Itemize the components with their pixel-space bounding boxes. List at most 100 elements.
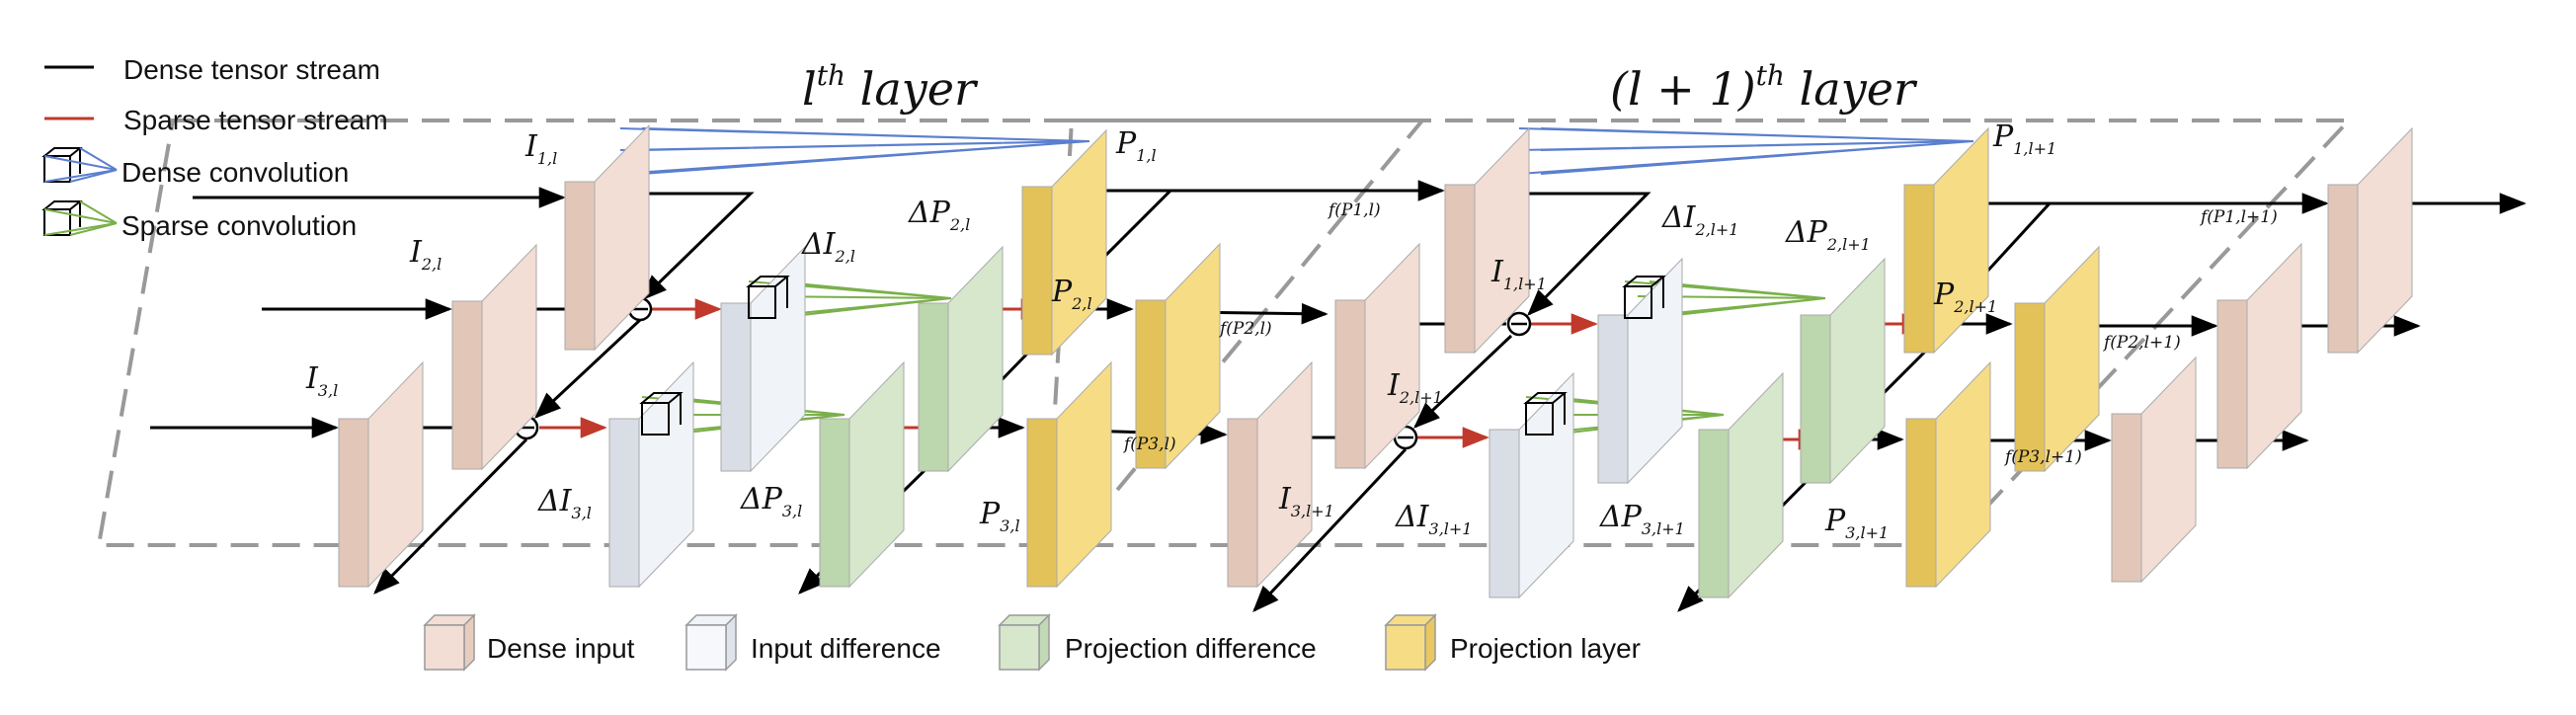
block-P3l1-edge (1905, 418, 1937, 588)
label-dI3l: ΔI3,l (537, 484, 592, 522)
label-dP2l: ΔP2,l (908, 196, 970, 234)
block-P2l (1135, 242, 1221, 470)
block-P3l-edge (1026, 418, 1058, 588)
block-I1l1 (1444, 126, 1530, 355)
block-P3l1-face (1935, 360, 1991, 589)
block-dP2l (918, 245, 1004, 473)
label-P3l: P3,l (979, 497, 1020, 535)
block-P1l-edge (1021, 186, 1053, 356)
block-out3 (2111, 356, 2197, 584)
block-out1-edge (2327, 184, 2359, 354)
sparse-conv-label: Sparse convolution (121, 210, 357, 241)
block-dI2l-face (750, 245, 806, 473)
block-dP3l-edge (819, 418, 850, 588)
block-dP3l-face (848, 360, 905, 589)
block-P2l-edge (1135, 299, 1167, 469)
func-fP3l: f(P3,l) (1122, 435, 1176, 454)
label-I2l: I2,l (409, 235, 442, 274)
block-dI3l1 (1489, 371, 1574, 599)
block-I3l1 (1227, 360, 1313, 589)
dense-conv-icon (41, 147, 118, 183)
block-I2l-edge (451, 300, 483, 470)
block-dI2l1 (1597, 257, 1683, 485)
block-out1 (2327, 126, 2413, 355)
layer-l1-boundary (1044, 119, 2354, 547)
block-P1l (1021, 128, 1107, 357)
label-I1l: I1,l (524, 129, 557, 168)
kernel-cubes (639, 276, 1666, 436)
input-difference-swatch (684, 613, 738, 672)
kernel-cube-3l1 (1523, 392, 1568, 436)
label-dP3l: ΔP3,l (740, 482, 802, 520)
layer-l-title: lth layer (802, 59, 979, 116)
label-P2l1: P2,l+1 (1933, 278, 1997, 316)
projection-difference-swatch (998, 613, 1051, 672)
dense-input-swatch (423, 613, 476, 672)
block-I3l (338, 360, 424, 589)
label-I3l: I3,l (305, 361, 338, 400)
sparse-stream-label: Sparse tensor stream (123, 105, 388, 135)
block-I3l1-edge (1227, 418, 1258, 588)
block-P1l1-face (1933, 126, 1989, 355)
block-I2l (451, 243, 537, 471)
func-fP1l: f(P1,l) (1327, 200, 1381, 220)
block-dI2l1-face (1627, 257, 1683, 485)
func-fP3l1: f(P3,l+1) (2003, 447, 2082, 467)
block-I2l1-edge (1334, 299, 1366, 469)
label-dI2l1: ΔI2,l+1 (1661, 200, 1738, 239)
kernel-cube-3l (639, 392, 684, 436)
block-dI3l-edge (608, 418, 640, 588)
block-dI2l1-edge (1597, 314, 1629, 484)
block-I3l1-face (1256, 360, 1313, 589)
block-dP2l1-edge (1800, 314, 1831, 484)
dense-stream-label: Dense tensor stream (123, 54, 380, 85)
block-dP3l (819, 360, 905, 589)
block-dI2l-edge (720, 302, 752, 472)
block-I1l (564, 123, 650, 352)
blocks (338, 123, 2413, 599)
block-out3-face (2140, 356, 2197, 584)
projection-difference-label: Projection difference (1065, 633, 1317, 664)
block-out2-face (2246, 242, 2302, 470)
label-P1l1: P1,l+1 (1992, 119, 2056, 158)
block-I2l1 (1334, 242, 1420, 470)
layer-l1-title: (l + 1)th layer (1610, 59, 1918, 116)
block-P3l (1026, 360, 1112, 589)
subtract-operator-2l1 (1506, 311, 1532, 337)
block-P3l-face (1056, 360, 1112, 589)
block-dP3l1 (1698, 371, 1784, 599)
block-P1l1-edge (1903, 184, 1935, 354)
sparse-conv-icon (41, 200, 118, 236)
label-P1l: P1,l (1115, 126, 1157, 165)
block-dI3l-face (638, 360, 694, 589)
block-out3-edge (2111, 413, 2142, 583)
label-I2l1: I2,l+1 (1387, 368, 1443, 407)
block-P2l1 (2014, 245, 2100, 473)
block-I1l1-edge (1444, 184, 1476, 354)
block-P3l1 (1905, 360, 1991, 589)
block-P1l-face (1051, 128, 1107, 357)
dense-conv-label: Dense convolution (121, 157, 349, 188)
block-dP2l-edge (918, 302, 949, 472)
label-dI3l1: ΔI3,l+1 (1395, 500, 1472, 538)
label-I1l1: I1,l+1 (1490, 255, 1547, 293)
block-dP2l-face (947, 245, 1004, 473)
block-I1l-edge (564, 181, 596, 351)
block-P2l1-face (2044, 245, 2100, 473)
dense-input-label: Dense input (487, 633, 635, 664)
block-P1l1 (1903, 126, 1989, 355)
input-difference-label: Input difference (751, 633, 941, 664)
label-I3l1: I3,l+1 (1278, 482, 1334, 520)
label-P2l: P2,l (1051, 275, 1092, 313)
kernel-cube-2l1 (1622, 276, 1666, 319)
func-fP2l1: f(P2,l+1) (2102, 333, 2181, 353)
kernel-cube-2l (746, 276, 790, 319)
func-fP2l: f(P2,l) (1218, 319, 1272, 339)
label-dP3l1: ΔP3,l+1 (1599, 500, 1685, 538)
label-dP2l1: ΔP2,l+1 (1785, 215, 1871, 254)
block-dP3l1-edge (1698, 429, 1730, 598)
func-fP1l1: f(P1,l+1) (2199, 207, 2278, 227)
block-dI2l (720, 245, 806, 473)
block-out2 (2216, 242, 2302, 470)
